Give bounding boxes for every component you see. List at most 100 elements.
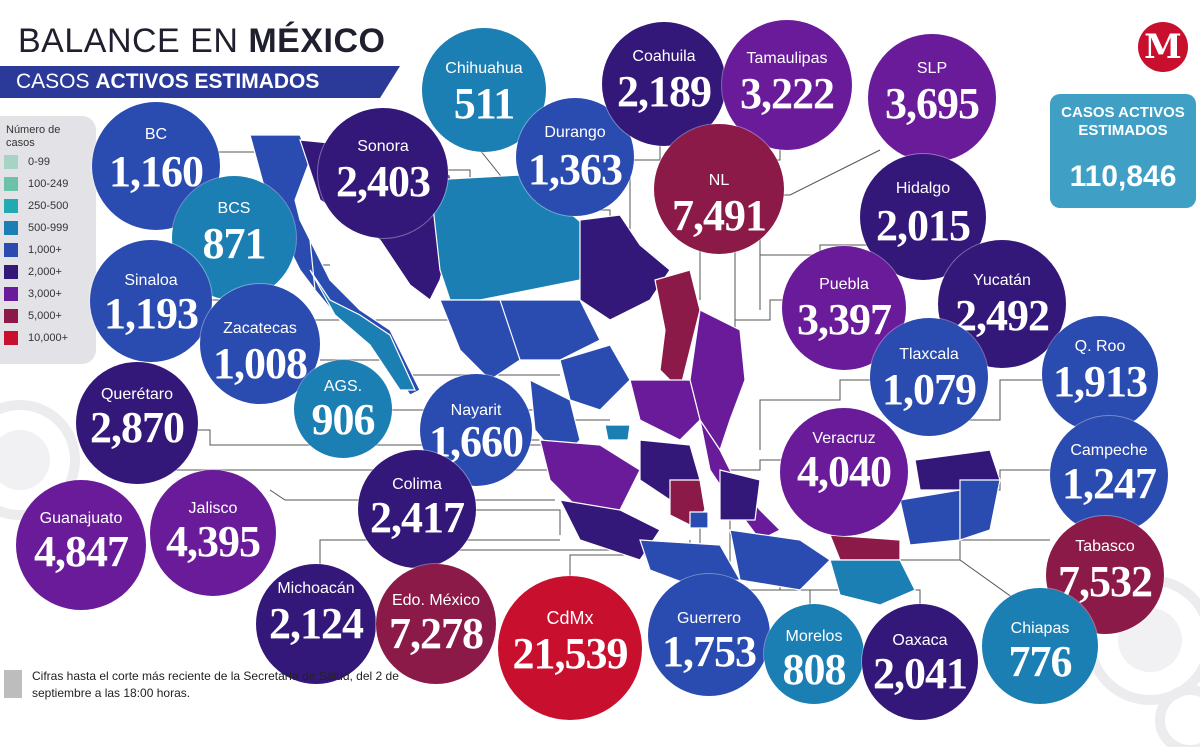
state-value: 2,492 [955,291,1050,340]
state-value: 1,008 [213,339,308,388]
state-bubble-michoacan: Michoacán 2,124 [256,564,376,684]
footnote-marker [4,670,22,698]
state-bubble-edo-mexico: Edo. México 7,278 [376,564,496,684]
legend-label: 5,000+ [28,310,62,322]
legend-item: 2,000+ [4,262,94,284]
legend-item: 5,000+ [4,306,94,328]
legend-item: 0-99 [4,152,94,174]
state-value: 2,403 [336,157,431,206]
state-bubble-guerrero: Guerrero 1,753 [648,574,770,696]
state-value: 7,532 [1058,557,1153,606]
milenio-logo: M [1138,22,1188,72]
state-value: 7,491 [672,191,767,240]
legend-swatch [4,331,18,345]
state-value: 4,847 [34,527,129,576]
state-name: Sonora [357,138,409,155]
state-bubble-chiapas: Chiapas 776 [982,588,1098,704]
state-value: 2,870 [90,403,185,452]
state-bubble-tlaxcala: Tlaxcala 1,079 [870,318,988,436]
state-value: 871 [202,219,267,268]
subtitle-bar [0,66,400,98]
state-name: Nayarit [450,402,502,419]
state-value: 1,247 [1062,459,1157,508]
state-value: 1,363 [528,145,623,194]
total-label: CASOS ACTIVOS ESTIMADOS [1050,104,1196,140]
legend-item: 1,000+ [4,240,94,262]
state-name: Guerrero [676,610,742,627]
state-value: 776 [1008,637,1073,686]
state-name: Veracruz [812,430,876,447]
state-name: Durango [544,124,606,141]
state-bubble-slp: SLP 3,695 [868,34,996,162]
legend-label: 3,000+ [28,288,62,300]
legend-swatch [4,177,18,191]
legend-swatch [4,155,18,169]
page-title: BALANCE EN MÉXICO [18,22,385,61]
state-value: 2,189 [617,67,712,116]
legend-item: 10,000+ [4,328,94,350]
legend-label: 10,000+ [28,332,69,344]
state-name: Querétaro [100,386,174,403]
title-bold: MÉXICO [248,22,386,60]
state-name: Tlaxcala [899,346,959,363]
state-value: 4,395 [166,517,261,566]
page-subtitle: CASOS ACTIVOS ESTIMADOS [16,70,319,94]
state-name: Campeche [1070,442,1148,459]
state-bubble-q-roo: Q. Roo 1,913 [1042,316,1158,432]
legend-label: 1,000+ [28,244,62,256]
state-value: 906 [311,395,376,444]
state-value: 7,278 [389,609,484,658]
legend-swatch [4,265,18,279]
state-name: CdMx [546,608,594,628]
state-name: Tamaulipas [746,50,828,67]
state-bubble-jalisco: Jalisco 4,395 [150,470,276,596]
state-value: 3,397 [797,295,892,344]
state-name: Jalisco [188,500,238,517]
state-value: 4,040 [797,447,892,496]
state-name: Tabasco [1075,538,1135,555]
legend-label: 250-500 [28,200,69,212]
title-prefix: BALANCE EN [18,22,249,60]
total-label-line1: CASOS ACTIVOS [1061,104,1185,121]
state-value: 1,913 [1053,357,1148,406]
state-bubble-sonora: Sonora 2,403 [318,108,448,238]
state-name: Oaxaca [892,632,948,649]
subtitle-bold: ACTIVOS ESTIMADOS [95,70,320,93]
state-name: Puebla [819,276,869,293]
state-bubble-queretaro: Querétaro 2,870 [76,362,198,484]
legend-swatch [4,243,18,257]
state-name: Guanajuato [39,510,123,527]
state-name: Yucatán [973,272,1031,289]
state-bubble-hidalgo: Hidalgo 2,015 [860,154,986,280]
state-value: 1,079 [882,365,977,414]
total-label-line2: ESTIMADOS [1078,122,1168,139]
state-name: Michoacán [277,580,355,597]
state-value: 1,160 [109,147,204,196]
footnote: Cifras hasta el corte más reciente de la… [32,669,399,700]
state-bubble-nl: NL 7,491 [654,124,784,254]
state-bubble-ags: AGS. 906 [294,360,392,458]
state-name: Chiapas [1010,620,1070,637]
state-name: Chihuahua [445,60,523,77]
total-value: 110,846 [1069,160,1177,193]
state-name: NL [708,172,730,189]
legend-item: 100-249 [4,174,94,196]
state-bubble-sinaloa: Sinaloa 1,193 [90,240,212,362]
subtitle-prefix: CASOS [16,70,96,93]
state-bubble-campeche: Campeche 1,247 [1050,416,1168,534]
legend-item: 500-999 [4,218,94,240]
legend-label: 0-99 [28,156,51,168]
state-bubble-colima: Colima 2,417 [358,450,476,568]
state-name: Colima [392,476,442,493]
state-name: Morelos [785,628,843,645]
state-value: 1,753 [662,627,757,676]
state-bubble-veracruz: Veracruz 4,040 [780,408,908,536]
state-value: 808 [782,645,847,694]
state-name: Coahuila [632,48,696,65]
state-value: 2,041 [873,649,968,698]
legend-item: 250-500 [4,196,94,218]
state-name: AGS. [323,378,363,395]
legend-label: 2,000+ [28,266,62,278]
state-name: Edo. México [391,592,481,609]
legend-label: 500-999 [28,222,69,234]
